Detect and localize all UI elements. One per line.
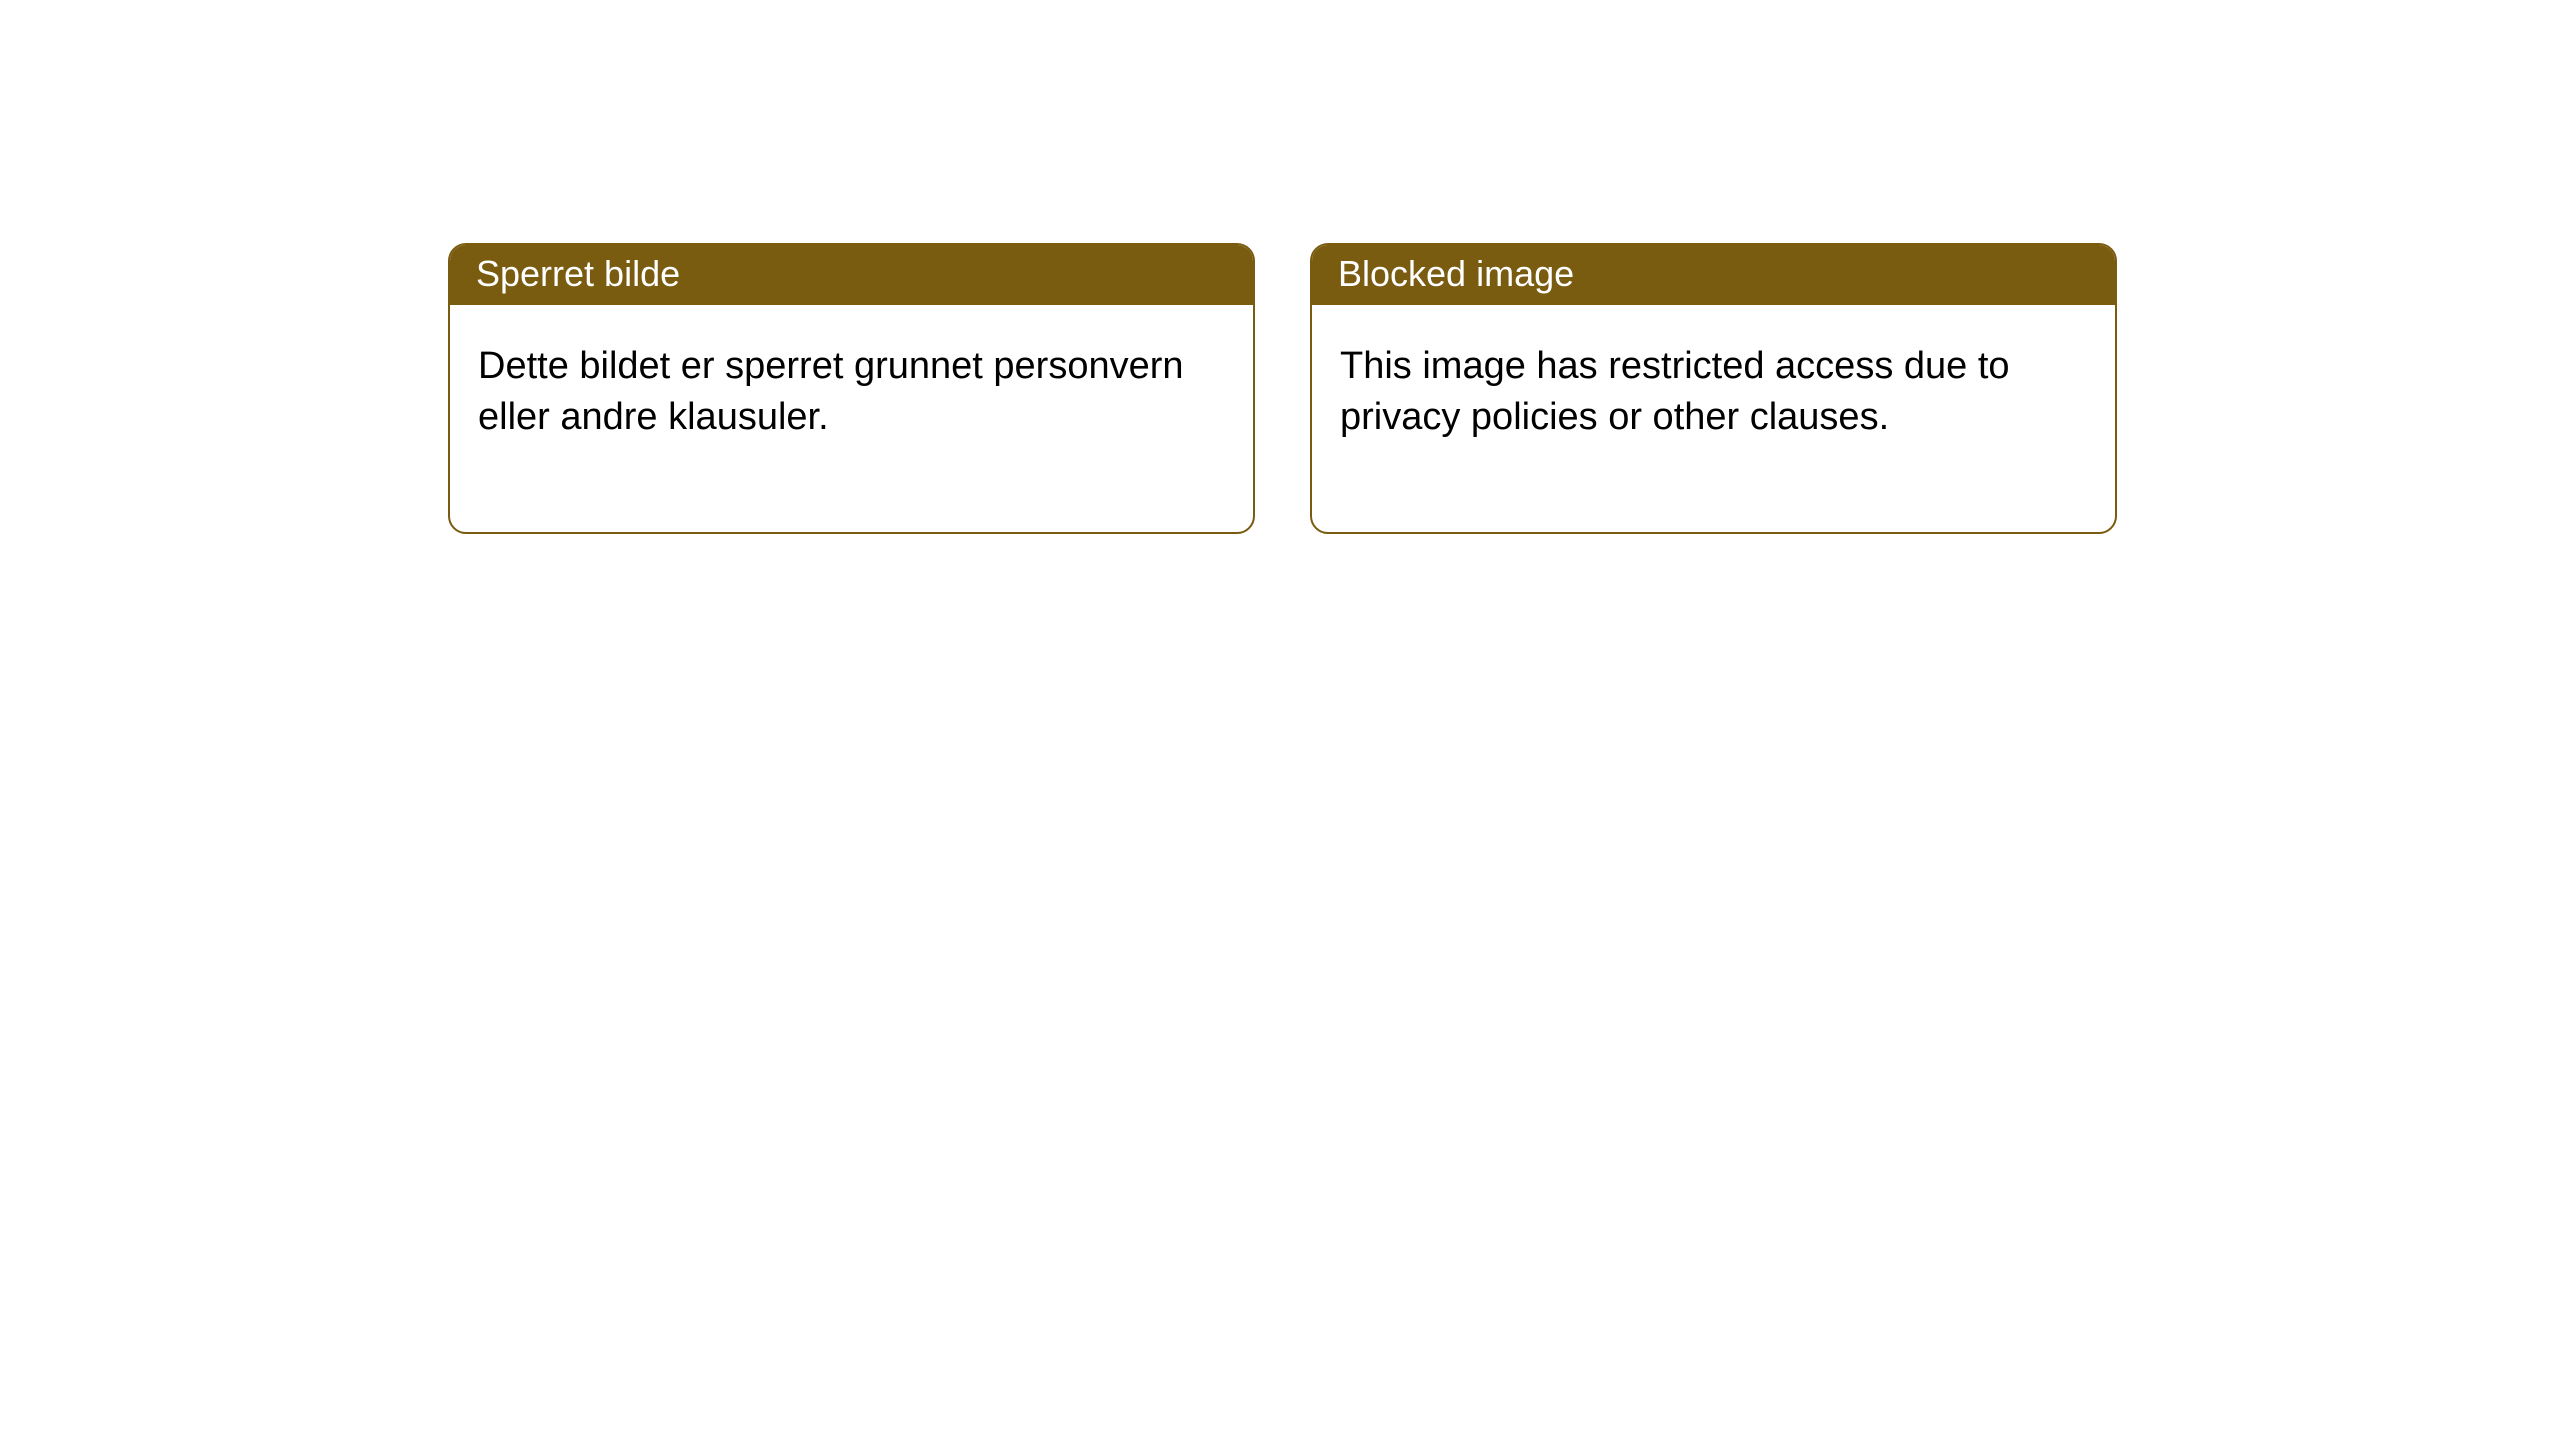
notice-card-norwegian: Sperret bilde Dette bildet er sperret gr… [448,243,1255,534]
notice-body: Dette bildet er sperret grunnet personve… [450,305,1253,532]
notice-container: Sperret bilde Dette bildet er sperret gr… [0,0,2560,534]
notice-card-english: Blocked image This image has restricted … [1310,243,2117,534]
notice-header: Blocked image [1312,245,2115,305]
notice-body: This image has restricted access due to … [1312,305,2115,532]
notice-header: Sperret bilde [450,245,1253,305]
